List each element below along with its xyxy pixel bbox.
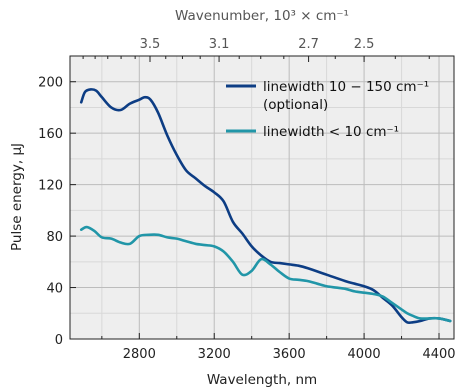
- y-tick-label: 80: [46, 230, 63, 245]
- x-tick-label: 3600: [273, 347, 306, 362]
- top-axis-label: Wavenumber, 10³ × cm⁻¹: [175, 8, 349, 24]
- plot-background: [70, 56, 454, 339]
- top-tick-label: 2.5: [354, 37, 375, 52]
- x-axis-label: Wavelength, nm: [207, 372, 317, 388]
- series-layer: [79, 88, 452, 325]
- y-axis-label: Pulse energy, μJ: [9, 143, 25, 251]
- top-tick-label: 2.7: [298, 37, 319, 52]
- plot-frame: [69, 55, 455, 340]
- top-tick-label: 3.1: [209, 37, 230, 52]
- x-tick-label: 4400: [422, 347, 455, 362]
- legend: linewidth 10 − 150 cm⁻¹ (optional) linew…: [226, 79, 429, 140]
- x-tick-label: 2800: [123, 347, 156, 362]
- x-tick-label: 4000: [348, 347, 381, 362]
- legend-label-1-line2: (optional): [263, 97, 328, 113]
- y-tick-label: 160: [38, 127, 63, 142]
- y-tick-label: 0: [55, 333, 63, 348]
- series-line-2: [79, 225, 452, 323]
- legend-label-1: linewidth 10 − 150 cm⁻¹: [263, 79, 429, 95]
- legend-label-2: linewidth < 10 cm⁻¹: [263, 124, 399, 140]
- y-tick-label: 200: [38, 76, 63, 91]
- ticks: 2800 3200 3600 4000 4400 0 40 80 120 160 200 3.5 3.1…: [38, 37, 455, 362]
- y-tick-label: 40: [46, 282, 63, 297]
- x-tick-label: 3200: [198, 347, 231, 362]
- y-tick-label: 120: [38, 179, 63, 194]
- series-line-1: [79, 88, 452, 325]
- top-tick-label: 3.5: [140, 37, 161, 52]
